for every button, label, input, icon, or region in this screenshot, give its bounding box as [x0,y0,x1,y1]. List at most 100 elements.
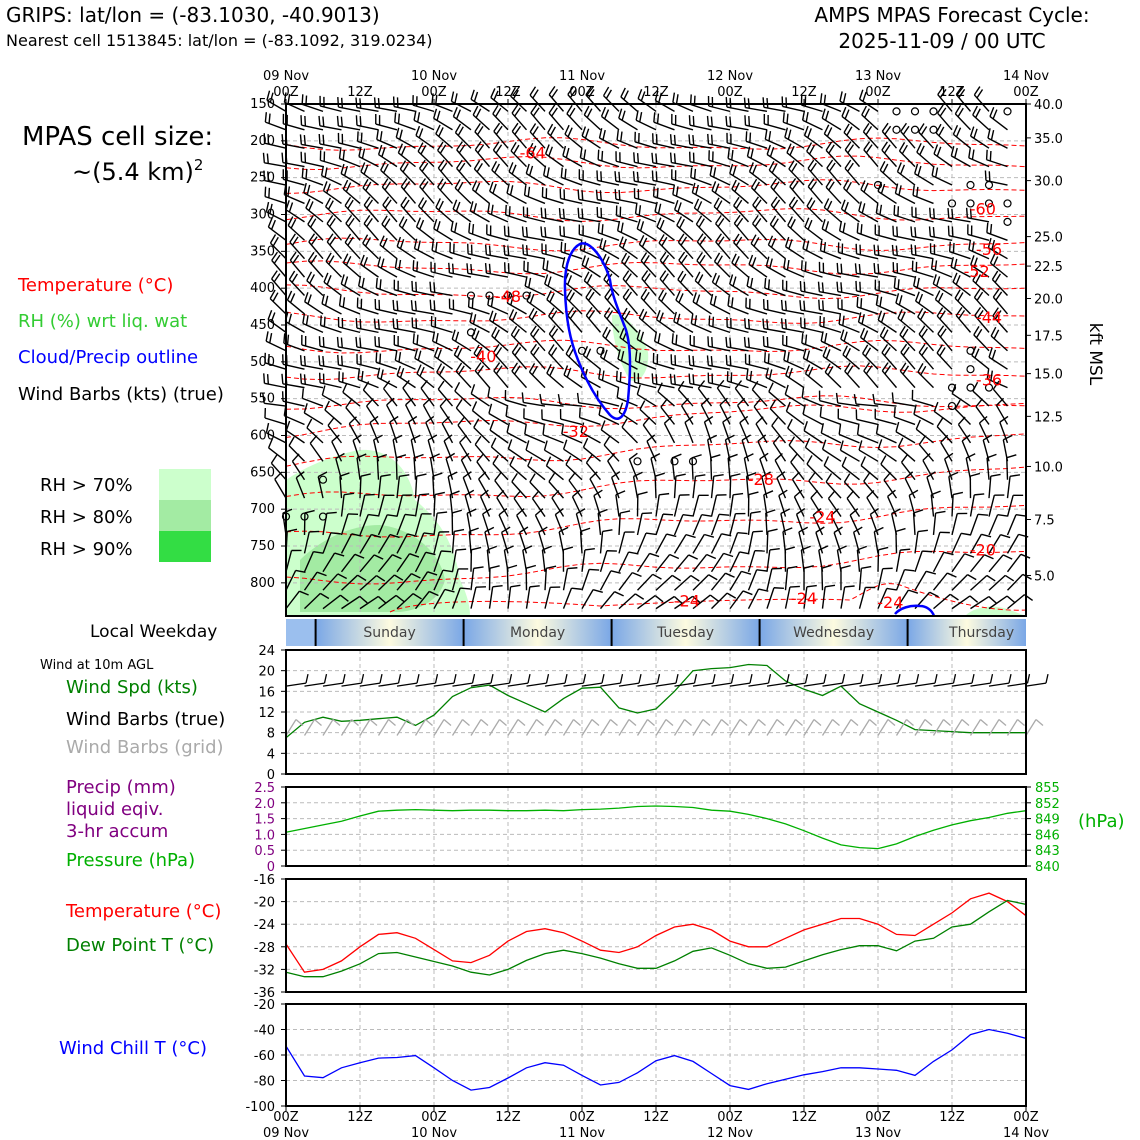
top-date-label: 09 Nov [263,69,309,84]
pressure-tick-label: 600 [250,429,275,444]
wind-barb [414,551,436,573]
wind-barb [671,333,694,352]
wind-barb [634,203,657,223]
wind-barb [340,492,355,517]
wind-barb [525,564,537,591]
wind-barb [785,401,805,426]
wind-barb [819,406,842,426]
surface-wind-barb [674,674,698,687]
wind-barb [677,380,694,407]
wind-barb [523,260,546,278]
wind-barb [677,270,694,297]
wind-barb [744,318,768,334]
wind-barb [319,150,342,168]
wind-barb [823,124,842,149]
wind-barb [510,141,527,168]
wind-barb [651,170,675,186]
temp-label: -28 [748,470,774,489]
wind-barb [824,363,842,389]
grid-wind-barb [285,719,304,736]
wind-barb [761,471,771,499]
wind-barb [325,252,342,278]
wind-barb [688,355,712,370]
wind-barb [395,454,407,480]
wind-barb [657,382,675,407]
wind-barb [986,222,1008,241]
wind-barb [291,453,306,481]
grid-wind-barb [451,719,470,736]
wind-barb [530,343,546,370]
pressure-label: Pressure (hPa) [66,850,195,871]
wind-barb [680,397,694,425]
wind-barb [269,234,287,260]
wind-barb [547,123,564,149]
wind-barb [840,199,860,223]
wind-barb [638,235,657,260]
wind-barb [713,252,731,278]
wind-barb [692,494,709,517]
wind-barb [866,489,879,517]
wind-barb [578,169,601,186]
wind-barb [951,512,968,536]
surface-wind-barb [655,674,679,687]
precip-label2: liquid eqiv. [66,799,163,820]
legend-cloud: Cloud/Precip outline [18,347,198,368]
legend-temperature: Temperature (°C) [17,275,173,296]
wind-barb [877,546,889,572]
wind-barb [544,565,557,591]
wind-barb [448,298,472,315]
wind-barb [522,206,546,223]
wind-barb [455,399,472,425]
calm-marker [522,291,531,300]
wind-barb [951,553,975,573]
wind-barb [413,238,435,260]
wind-barb [528,363,546,389]
wind-barb [433,346,453,370]
pressure-tick-label: 750 [250,539,275,554]
wind-barb [464,489,475,517]
wind-barb [340,533,362,554]
wind-barb [892,262,916,278]
wind-barb [766,528,778,554]
wind-barb [922,453,935,481]
panel-tick-label: -40 [254,1024,275,1039]
wind-barb [1007,594,1034,610]
wind-barb [470,586,486,609]
pressure-tick-label: 650 [250,465,275,480]
wind-barb [306,271,324,297]
wind-barb [603,307,620,333]
wind-barb [473,344,490,370]
wind-barb [366,398,380,425]
wind-barb [727,453,738,480]
wind-barb [597,222,620,241]
wind-barb [437,159,454,186]
calm-marker [947,199,957,208]
wind-barb [412,333,435,352]
wind-barb [459,434,472,462]
wind-barb [886,489,898,517]
wind-barb [359,533,382,554]
wind-barb [747,510,761,536]
rh80-region [300,525,445,612]
wind-barb [375,114,398,131]
wind-barb [531,490,546,517]
wind-barb [511,362,528,389]
wind-barb [688,134,712,149]
bottom-date-label: 09 Nov [263,1126,309,1140]
wind-barb [322,573,348,591]
wind-barb [708,150,731,168]
wind-barb [411,317,435,334]
surface-wind-barb [304,674,328,687]
pressure-tick-label: 200 [250,134,275,149]
wind-barb [450,91,472,112]
wind-barb [523,408,546,426]
grid-wind-barb [562,719,581,736]
surface-wind-barb [396,674,420,687]
calm-marker [466,291,476,300]
pressure-axis: 150 200 250 300 350 400 450 500 550 600 650 700 750 8… [250,97,286,591]
wind-barb [579,147,601,168]
wind-barb [618,551,639,573]
wind-barb [894,183,916,205]
wind-barb [265,201,287,223]
wind-barb [881,362,898,389]
